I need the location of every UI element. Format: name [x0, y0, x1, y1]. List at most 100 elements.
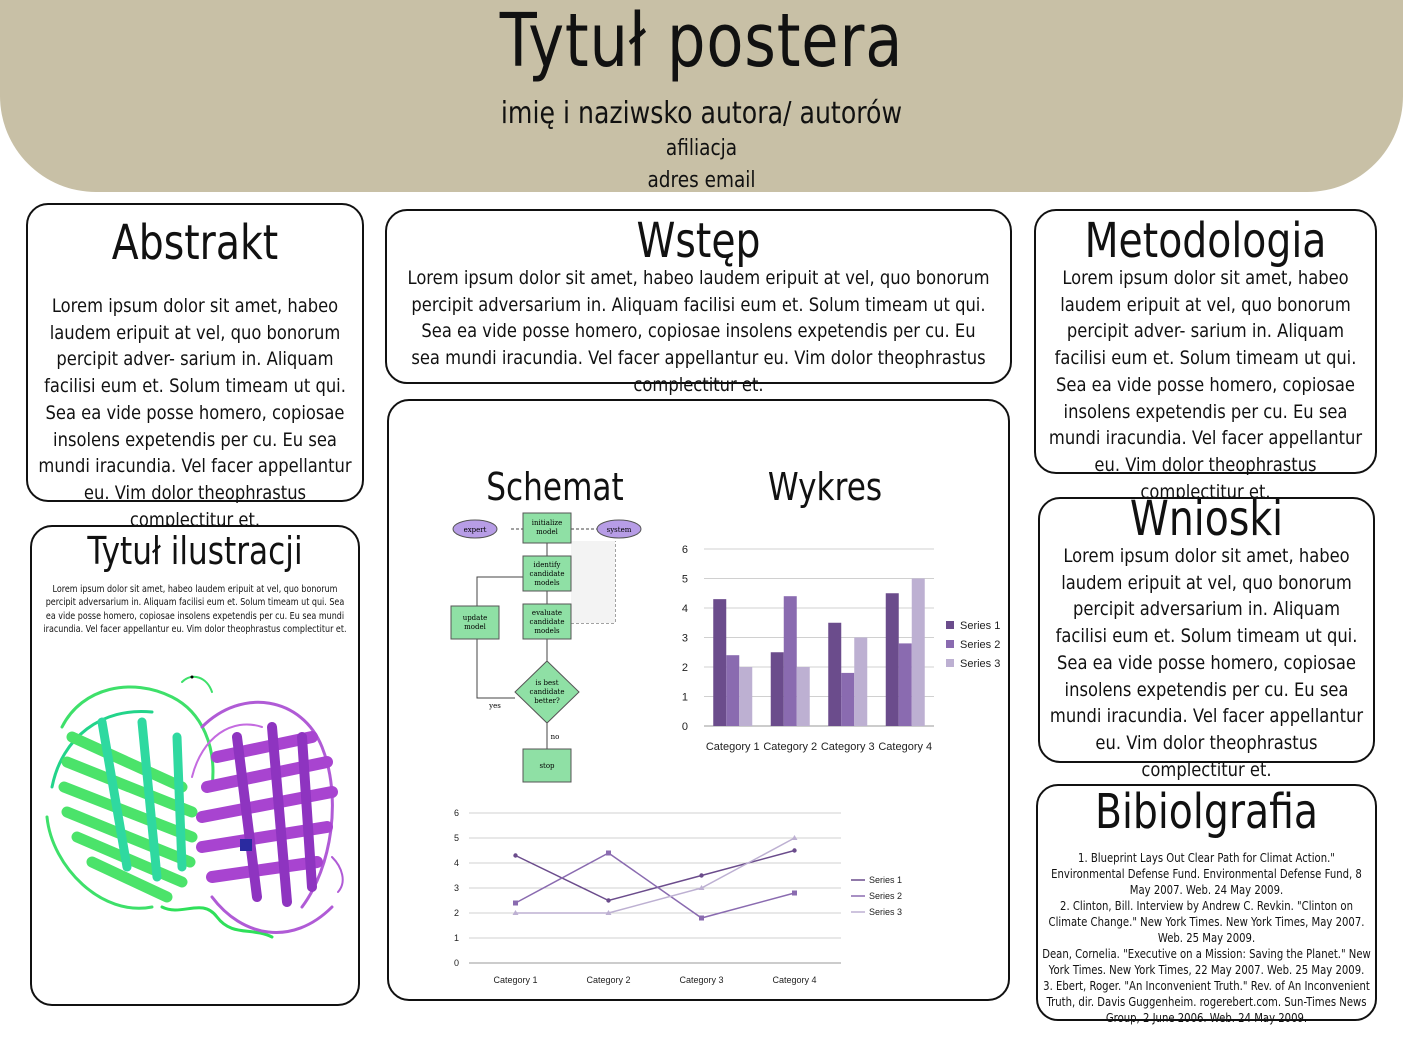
- line-chart-point: [606, 898, 611, 903]
- flowchart-node-update: [450, 605, 500, 640]
- poster-affiliation: afiliacja: [665, 136, 738, 161]
- flowchart-node-expert: [452, 519, 498, 539]
- flowchart-label-expert: expert: [464, 526, 487, 534]
- line-chart-point: [606, 850, 611, 856]
- flowchart-node-stop: [522, 748, 572, 783]
- protein-illustration: [45, 675, 344, 939]
- line-chart-legend-label: Series 3: [869, 907, 902, 917]
- line-chart-series-line: [515, 852, 795, 919]
- bar-chart-bar: [783, 596, 797, 726]
- flowchart-label-initialize: initialize: [532, 519, 563, 527]
- abstract-text: Lorem ipsum dolor sit amet, habeo laudem…: [38, 295, 352, 531]
- protein-purple-barrel: [191, 700, 344, 934]
- bibliography-entry: Dean, Cornelia. "Executive on a Mission:…: [1042, 947, 1371, 977]
- line-chart-xtick-label: Category 3: [679, 975, 723, 985]
- bar-chart-legend-label: Series 2: [960, 639, 1000, 651]
- illustration-heading: Tytuł ilustracji: [87, 529, 303, 573]
- bar-chart-xtick-label: Category 3: [821, 741, 875, 753]
- diagram-heading: Schemat: [486, 465, 624, 509]
- poster-email: adres email: [647, 168, 756, 193]
- poster-authors: imię i naziwsko autora/ autorów: [500, 96, 903, 131]
- flowchart-label-decision: is best: [535, 679, 558, 687]
- chart-heading: Wykres: [767, 465, 883, 509]
- protein-green-barrel: [45, 675, 274, 939]
- bibliography-heading: Bibiolgrafia: [1094, 784, 1319, 840]
- flowchart-label-evaluate: evaluate: [532, 609, 562, 617]
- bar-chart-bar: [911, 578, 925, 726]
- bar-chart-xtick-label: Category 1: [706, 741, 760, 753]
- line-chart-point: [513, 900, 518, 906]
- flowchart-label-evaluate: models: [534, 627, 560, 635]
- bar-chart-bar: [770, 652, 784, 726]
- bar-chart-bar: [796, 667, 810, 726]
- line-chart-point: [792, 848, 797, 853]
- bibliography-entry: 2. Clinton, Bill. Interview by Andrew C.…: [1048, 899, 1365, 945]
- line-chart-ytick-label: 0: [454, 958, 459, 968]
- introduction-heading: Wstęp: [636, 213, 761, 269]
- bar-chart-bar: [841, 672, 855, 726]
- bar-chart-legend-label: Series 1: [960, 620, 1000, 632]
- line-chart-point: [792, 890, 797, 896]
- line-chart-point: [699, 915, 704, 921]
- abstract-section: Abstrakt Lorem ipsum dolor sit amet, hab…: [26, 203, 364, 531]
- flowchart-label-system: system: [607, 526, 632, 534]
- methodology-section: Metodologia Lorem ipsum dolor sit amet, …: [1034, 209, 1377, 503]
- bar-chart-bar: [739, 667, 753, 726]
- illustration-caption: Lorem ipsum dolor sit amet, habeo laudem…: [43, 584, 347, 636]
- flowchart-label-yes: yes: [488, 702, 501, 710]
- line-chart-point: [513, 853, 518, 858]
- line-chart-point: [698, 885, 705, 890]
- flowchart-node-decision: [514, 660, 580, 724]
- conclusions-heading: Wnioski: [1129, 491, 1284, 547]
- bar-chart-ytick-label: 6: [682, 544, 688, 556]
- bibliography-section: Bibiolgrafia 1. Blueprint Lays Out Clear…: [1036, 784, 1377, 1025]
- bar-chart: 0 1 2 3 4 5 6 Category 1 Category 2 Category 3 Cat…: [682, 544, 1000, 753]
- line-chart-ytick-label: 3: [454, 883, 459, 893]
- bar-chart-legend-swatch: [946, 640, 954, 648]
- introduction-section: Wstęp Lorem ipsum dolor sit amet, habeo …: [385, 209, 1012, 396]
- bar-chart-legend-label: Series 3: [960, 658, 1000, 670]
- bibliography-entry: 3. Ebert, Roger. "An Inconvenient Truth.…: [1043, 979, 1370, 1025]
- bar-chart-bar: [828, 622, 842, 726]
- flowchart-label-update: update: [463, 614, 488, 622]
- bar-chart-legend-swatch: [946, 621, 954, 629]
- conclusions-section: Wnioski Lorem ipsum dolor sit amet, habe…: [1038, 491, 1375, 781]
- line-chart-ytick-label: 2: [454, 908, 459, 918]
- flowchart-shaded-region: [571, 541, 615, 623]
- flowchart-node-system: [596, 519, 642, 539]
- bar-chart-bar: [713, 599, 727, 726]
- abstract-heading: Abstrakt: [111, 215, 279, 271]
- bibliography-entry: 1. Blueprint Lays Out Clear Path for Cli…: [1051, 851, 1362, 897]
- bar-chart-ytick-label: 4: [682, 603, 688, 615]
- line-chart-legend-label: Series 1: [869, 875, 902, 885]
- flowchart-node-initialize: [522, 512, 572, 544]
- conclusions-text: Lorem ipsum dolor sit amet, habeo laudem…: [1049, 545, 1364, 781]
- introduction-text: Lorem ipsum dolor sit amet, habeo laudem…: [407, 267, 990, 396]
- line-chart-legend-label: Series 2: [869, 891, 902, 901]
- bar-chart-ytick-label: 3: [682, 633, 688, 645]
- flowchart-label-identify: models: [534, 579, 560, 587]
- bar-chart-xtick-label: Category 2: [763, 741, 817, 753]
- flowchart-label-update: model: [464, 623, 486, 631]
- line-chart-xtick-label: Category 2: [586, 975, 630, 985]
- poster-title: Tytuł postera: [499, 0, 904, 84]
- protein-dot: [190, 675, 194, 679]
- line-chart-ytick-label: 4: [454, 858, 459, 868]
- bar-chart-bar: [898, 643, 912, 726]
- flowchart-node-evaluate: [522, 603, 572, 640]
- line-chart-series-line: [515, 849, 795, 902]
- illustration-section: Tytuł ilustracji Lorem ipsum dolor sit a…: [30, 525, 360, 1006]
- bar-chart-ytick-label: 5: [682, 574, 688, 586]
- line-chart: 0 1 2 3 4 5 6 Category 1 Category 2 Category 3 Cat…: [454, 808, 902, 985]
- line-chart-point: [605, 910, 612, 915]
- flowchart-label-identify: candidate: [530, 570, 565, 578]
- methodology-heading: Metodologia: [1084, 213, 1327, 269]
- line-chart-ytick-label: 1: [454, 933, 459, 943]
- bar-chart-bar: [885, 593, 899, 726]
- line-chart-xtick-label: Category 4: [772, 975, 816, 985]
- line-chart-point: [699, 873, 704, 878]
- flowchart-label-no: no: [551, 733, 560, 741]
- bar-chart-legend-swatch: [946, 659, 954, 667]
- bar-chart-ytick-label: 2: [682, 662, 688, 674]
- flowchart-label-evaluate: candidate: [530, 618, 565, 626]
